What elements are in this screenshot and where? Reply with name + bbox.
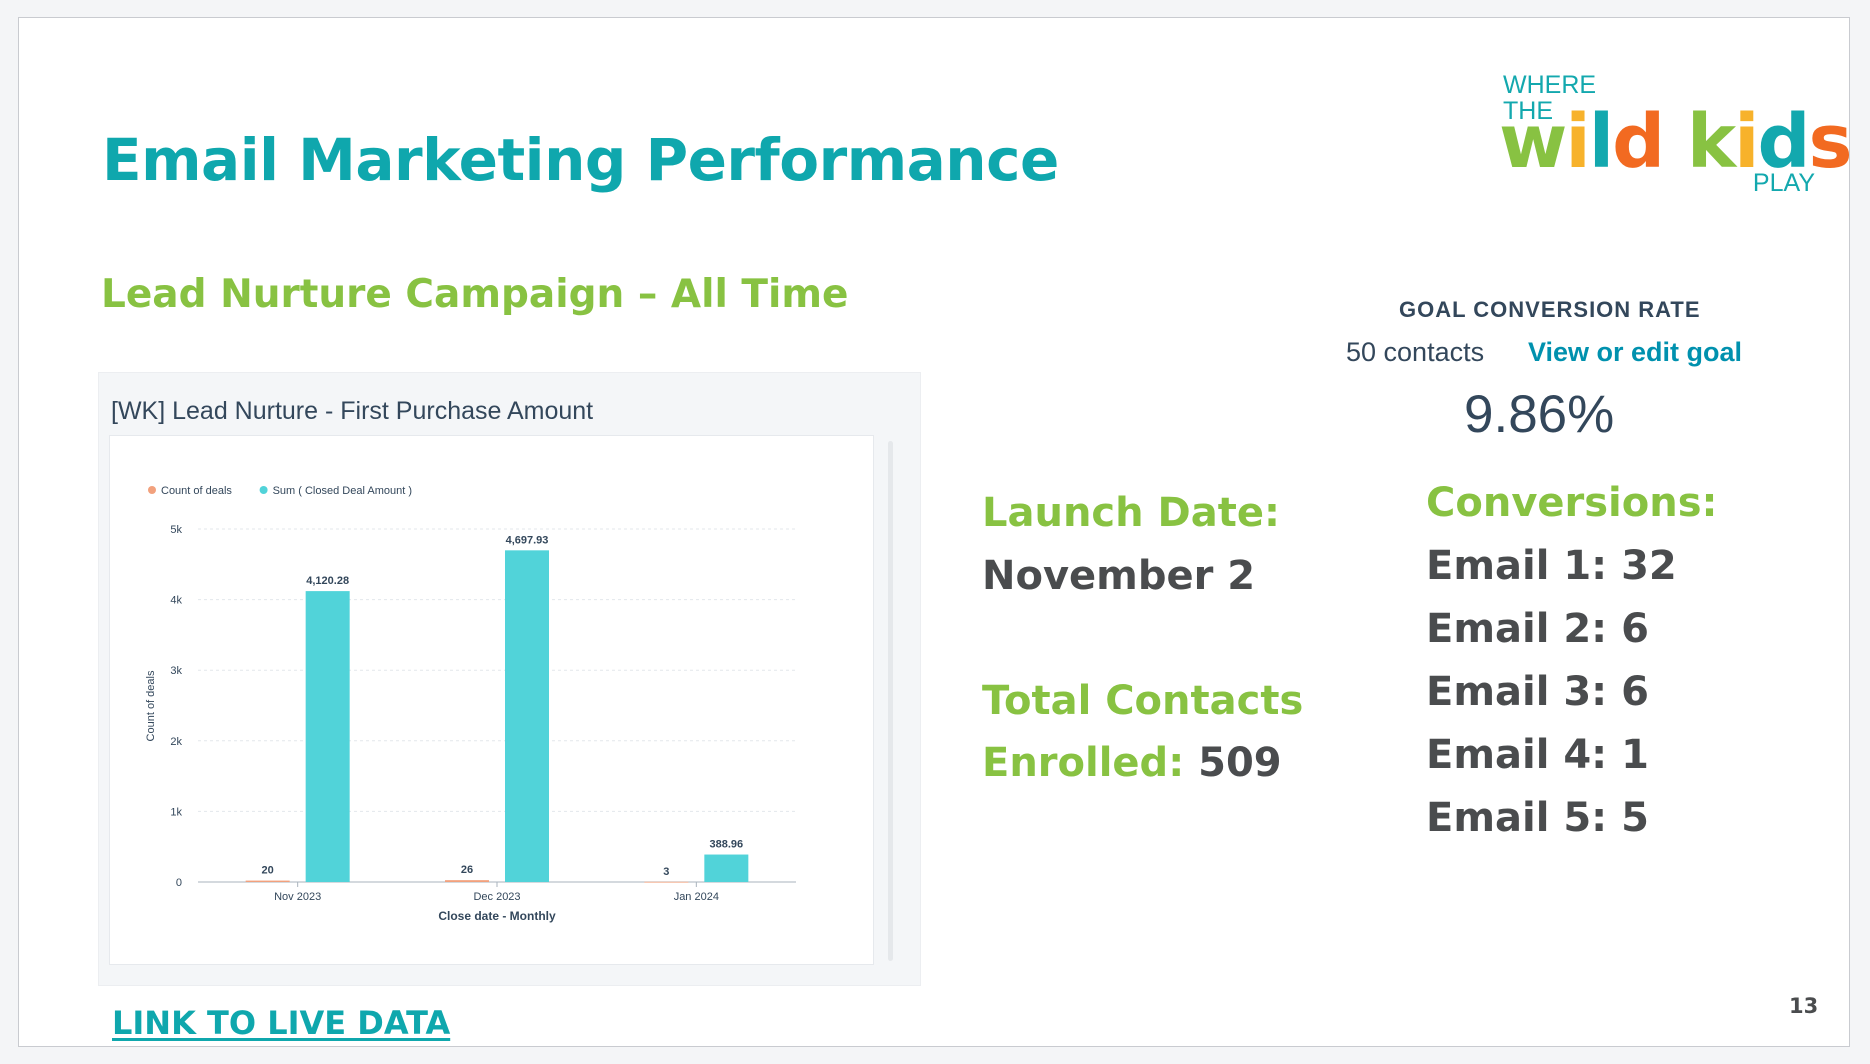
conversions-label: Conversions:: [1426, 480, 1718, 526]
y-tick-label: 3k: [170, 665, 182, 677]
y-axis-label: Count of deals: [145, 670, 157, 741]
total-contacts-label: Total Contacts: [982, 678, 1304, 724]
conversion-email-1: Email 1: 32: [1426, 543, 1677, 589]
report-scrollbar[interactable]: [888, 441, 893, 961]
x-tick-label: Jan 2024: [674, 891, 719, 903]
logo-wild-kids: wild kids: [1499, 99, 1853, 185]
view-edit-goal-link[interactable]: View or edit goal: [1528, 337, 1743, 367]
y-tick-label: 4k: [170, 595, 182, 607]
bar: [644, 881, 689, 883]
y-tick-label: 2k: [170, 736, 182, 748]
x-tick-label: Nov 2023: [274, 891, 321, 903]
data-label: 20: [262, 865, 274, 877]
slide: Email Marketing Performance Lead Nurture…: [18, 17, 1853, 1047]
chart-panel: 0 1k 2k 3k 4k 5k Count of deals Count of deals S…: [109, 435, 874, 965]
data-label: 3: [663, 866, 669, 878]
legend-label: Count of deals: [161, 485, 232, 497]
bar: [505, 550, 549, 882]
bar: [704, 854, 749, 882]
y-tick-label: 5k: [170, 524, 182, 536]
data-label: 26: [461, 864, 473, 876]
enrolled-label: Enrolled:: [982, 740, 1185, 786]
logo-play: PLAY: [1752, 169, 1815, 197]
data-label: 4,120.28: [306, 575, 349, 587]
bar: [245, 880, 290, 882]
brand-logo: WHERE THE wild kids PLAY: [1499, 54, 1853, 204]
x-axis-label: Close date - Monthly: [438, 909, 556, 923]
legend-label: Sum ( Closed Deal Amount ): [273, 485, 412, 497]
y-tick-label: 1k: [170, 806, 182, 818]
bar: [445, 880, 489, 882]
slide-subtitle: Lead Nurture Campaign – All Time: [101, 272, 849, 317]
logo-where-the: WHERE THE: [1503, 71, 1597, 125]
report-card: [WK] Lead Nurture - First Purchase Amoun…: [98, 372, 921, 986]
conversion-email-4: Email 4: 1: [1426, 732, 1649, 778]
y-tick-label: 0: [176, 877, 182, 889]
goal-contacts: 50 contacts: [1346, 337, 1485, 367]
page-number: 13: [1789, 994, 1819, 1018]
launch-date-label: Launch Date:: [982, 490, 1280, 536]
live-data-link[interactable]: LINK TO LIVE DATA: [112, 1004, 451, 1042]
legend-swatch: [259, 486, 268, 494]
legend-swatch: [148, 486, 156, 494]
conversion-email-2: Email 2: 6: [1426, 606, 1649, 652]
conversion-email-3: Email 3: 6: [1426, 669, 1649, 715]
conversion-email-5: Email 5: 5: [1426, 795, 1649, 841]
total-enrolled-line: Enrolled: 509: [982, 740, 1282, 786]
launch-date-value: November 2: [982, 553, 1256, 599]
goal-conversion-rate: 9.86%: [1464, 385, 1615, 444]
data-label: 4,697.93: [506, 534, 549, 546]
data-label: 388.96: [710, 839, 744, 851]
x-tick-label: Dec 2023: [473, 891, 520, 903]
bar-chart: 0 1k 2k 3k 4k 5k Count of deals Count of deals S…: [145, 485, 796, 923]
report-title[interactable]: [WK] Lead Nurture - First Purchase Amoun…: [111, 397, 594, 425]
total-contacts-value: 509: [1198, 740, 1282, 786]
bar: [305, 591, 350, 882]
goal-conversion-label: GOAL CONVERSION RATE: [1399, 297, 1701, 322]
slide-title: Email Marketing Performance: [102, 126, 1059, 194]
